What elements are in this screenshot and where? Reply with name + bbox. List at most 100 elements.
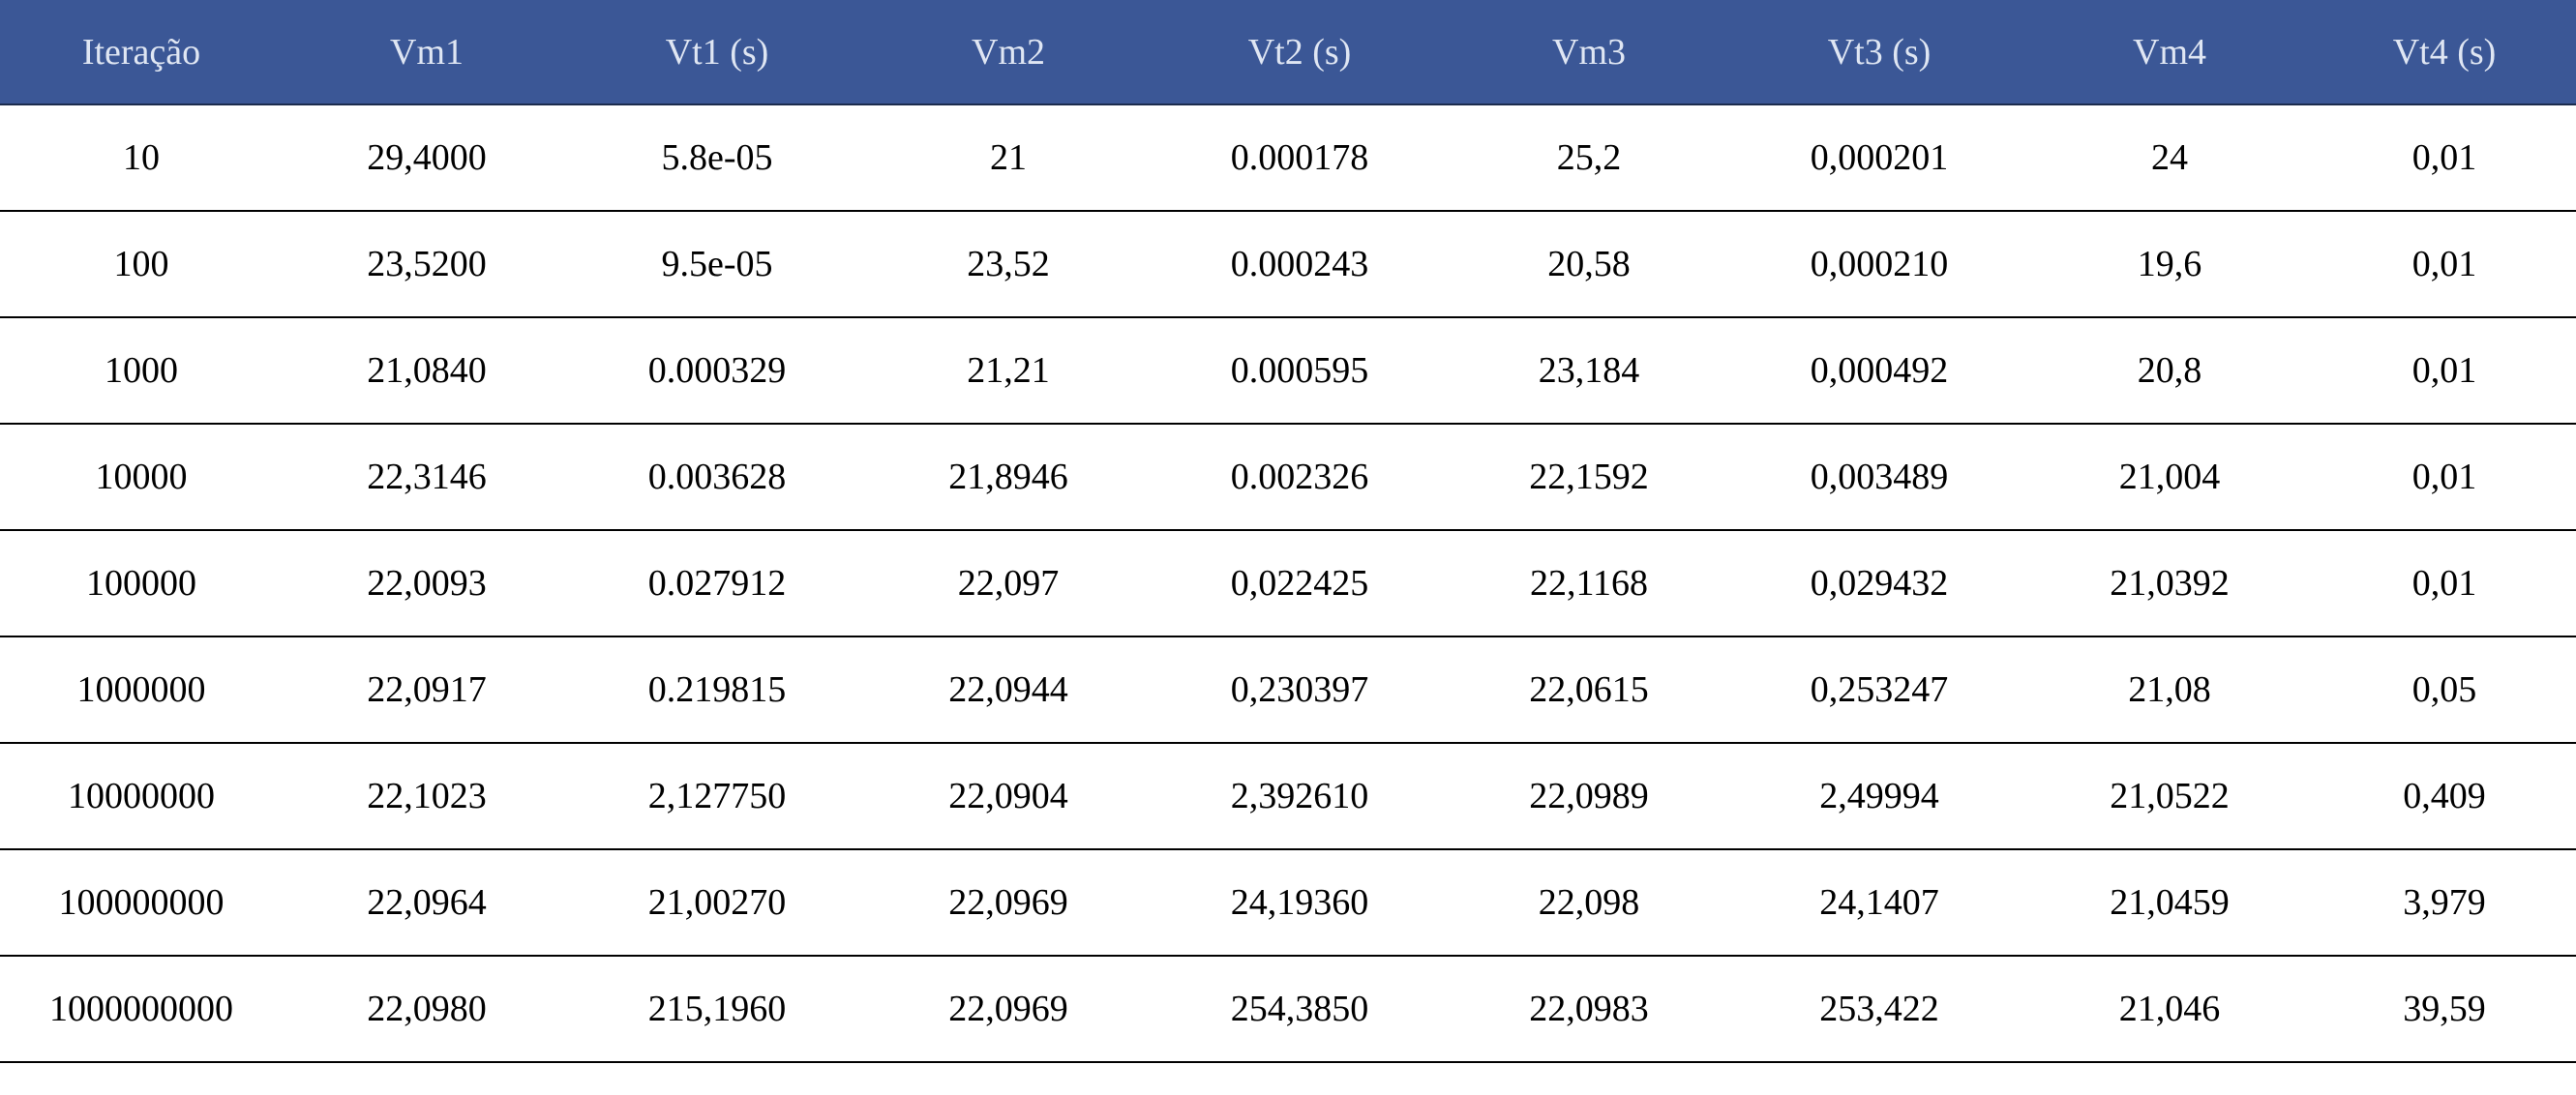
cell-vm3: 22,0983 xyxy=(1446,956,1732,1063)
cell-vm1: 22,0093 xyxy=(283,530,571,637)
table-row: 10000000 22,1023 2,127750 22,0904 2,3926… xyxy=(0,743,2576,850)
cell-vm4: 20,8 xyxy=(2026,317,2313,425)
cell-vm1: 29,4000 xyxy=(283,104,571,212)
results-table: Iteração Vm1 Vt1 (s) Vm2 Vt2 (s) Vm3 Vt3… xyxy=(0,0,2576,1063)
cell-vm4: 21,004 xyxy=(2026,424,2313,531)
table-body: 10 29,4000 5.8e-05 21 0.000178 25,2 0,00… xyxy=(0,104,2576,1063)
table-row: 10 29,4000 5.8e-05 21 0.000178 25,2 0,00… xyxy=(0,104,2576,212)
cell-vm1: 23,5200 xyxy=(283,211,571,318)
cell-vt1: 21,00270 xyxy=(571,849,863,957)
cell-iteracao: 1000000 xyxy=(0,636,283,744)
cell-vt4: 0,01 xyxy=(2313,424,2576,531)
cell-iteracao: 10 xyxy=(0,104,283,212)
cell-vt4: 39,59 xyxy=(2313,956,2576,1063)
table-row: 10000 22,3146 0.003628 21,8946 0.002326 … xyxy=(0,424,2576,531)
cell-vt1: 9.5e-05 xyxy=(571,211,863,318)
cell-vm3: 22,0615 xyxy=(1446,636,1732,744)
cell-vt1: 0.003628 xyxy=(571,424,863,531)
cell-vm3: 22,1168 xyxy=(1446,530,1732,637)
cell-iteracao: 100 xyxy=(0,211,283,318)
cell-iteracao: 10000000 xyxy=(0,743,283,850)
cell-vt2: 2,392610 xyxy=(1153,743,1446,850)
cell-vm4: 21,0459 xyxy=(2026,849,2313,957)
cell-vt2: 24,19360 xyxy=(1153,849,1446,957)
table-row: 1000000 22,0917 0.219815 22,0944 0,23039… xyxy=(0,636,2576,744)
cell-iteracao: 1000 xyxy=(0,317,283,425)
cell-vt4: 0,01 xyxy=(2313,104,2576,212)
table-row: 1000 21,0840 0.000329 21,21 0.000595 23,… xyxy=(0,317,2576,425)
cell-vt2: 254,3850 xyxy=(1153,956,1446,1063)
cell-vm4: 21,046 xyxy=(2026,956,2313,1063)
cell-vt4: 0,05 xyxy=(2313,636,2576,744)
cell-vm2: 22,0944 xyxy=(863,636,1153,744)
cell-iteracao: 100000 xyxy=(0,530,283,637)
table-row: 1000000000 22,0980 215,1960 22,0969 254,… xyxy=(0,956,2576,1063)
column-header-vt3: Vt3 (s) xyxy=(1732,0,2026,105)
cell-vt3: 2,49994 xyxy=(1732,743,2026,850)
table-row: 100000 22,0093 0.027912 22,097 0,022425 … xyxy=(0,530,2576,637)
cell-iteracao: 10000 xyxy=(0,424,283,531)
cell-vm3: 25,2 xyxy=(1446,104,1732,212)
table-row: 100 23,5200 9.5e-05 23,52 0.000243 20,58… xyxy=(0,211,2576,318)
cell-vt2: 0.002326 xyxy=(1153,424,1446,531)
cell-vm3: 23,184 xyxy=(1446,317,1732,425)
cell-vm1: 22,0980 xyxy=(283,956,571,1063)
cell-vm1: 22,0917 xyxy=(283,636,571,744)
cell-vm4: 21,0522 xyxy=(2026,743,2313,850)
column-header-vm4: Vm4 xyxy=(2026,0,2313,105)
cell-vm4: 21,0392 xyxy=(2026,530,2313,637)
cell-vt3: 0,000492 xyxy=(1732,317,2026,425)
cell-vm2: 22,0904 xyxy=(863,743,1153,850)
cell-vm4: 24 xyxy=(2026,104,2313,212)
cell-vt3: 0,029432 xyxy=(1732,530,2026,637)
column-header-vm2: Vm2 xyxy=(863,0,1153,105)
cell-vt4: 0,01 xyxy=(2313,530,2576,637)
cell-vm3: 22,0989 xyxy=(1446,743,1732,850)
cell-vt2: 0,230397 xyxy=(1153,636,1446,744)
cell-vm2: 22,097 xyxy=(863,530,1153,637)
cell-vt3: 24,1407 xyxy=(1732,849,2026,957)
cell-vm1: 22,1023 xyxy=(283,743,571,850)
cell-vt1: 215,1960 xyxy=(571,956,863,1063)
cell-vt1: 5.8e-05 xyxy=(571,104,863,212)
cell-vt2: 0,022425 xyxy=(1153,530,1446,637)
cell-vm1: 21,0840 xyxy=(283,317,571,425)
column-header-vm3: Vm3 xyxy=(1446,0,1732,105)
cell-vt4: 3,979 xyxy=(2313,849,2576,957)
cell-iteracao: 100000000 xyxy=(0,849,283,957)
cell-vt4: 0,01 xyxy=(2313,211,2576,318)
cell-vm2: 23,52 xyxy=(863,211,1153,318)
cell-vt3: 0,000210 xyxy=(1732,211,2026,318)
cell-vm4: 21,08 xyxy=(2026,636,2313,744)
cell-vm1: 22,3146 xyxy=(283,424,571,531)
cell-vt1: 0.000329 xyxy=(571,317,863,425)
cell-vm3: 22,098 xyxy=(1446,849,1732,957)
cell-vm4: 19,6 xyxy=(2026,211,2313,318)
column-header-vt4: Vt4 (s) xyxy=(2313,0,2576,105)
cell-vt1: 0.219815 xyxy=(571,636,863,744)
cell-vm2: 21,8946 xyxy=(863,424,1153,531)
cell-vm1: 22,0964 xyxy=(283,849,571,957)
table-row: 100000000 22,0964 21,00270 22,0969 24,19… xyxy=(0,849,2576,957)
cell-vm2: 21 xyxy=(863,104,1153,212)
cell-iteracao: 1000000000 xyxy=(0,956,283,1063)
column-header-vt2: Vt2 (s) xyxy=(1153,0,1446,105)
cell-vt4: 0,409 xyxy=(2313,743,2576,850)
cell-vt1: 2,127750 xyxy=(571,743,863,850)
cell-vt3: 253,422 xyxy=(1732,956,2026,1063)
cell-vm2: 21,21 xyxy=(863,317,1153,425)
cell-vt1: 0.027912 xyxy=(571,530,863,637)
cell-vt2: 0.000595 xyxy=(1153,317,1446,425)
cell-vm2: 22,0969 xyxy=(863,849,1153,957)
cell-vm2: 22,0969 xyxy=(863,956,1153,1063)
cell-vt3: 0,003489 xyxy=(1732,424,2026,531)
cell-vm3: 20,58 xyxy=(1446,211,1732,318)
cell-vt4: 0,01 xyxy=(2313,317,2576,425)
cell-vm3: 22,1592 xyxy=(1446,424,1732,531)
cell-vt2: 0.000243 xyxy=(1153,211,1446,318)
cell-vt3: 0,253247 xyxy=(1732,636,2026,744)
column-header-iteracao: Iteração xyxy=(0,0,283,105)
table-header: Iteração Vm1 Vt1 (s) Vm2 Vt2 (s) Vm3 Vt3… xyxy=(0,0,2576,105)
header-row: Iteração Vm1 Vt1 (s) Vm2 Vt2 (s) Vm3 Vt3… xyxy=(0,0,2576,105)
column-header-vt1: Vt1 (s) xyxy=(571,0,863,105)
